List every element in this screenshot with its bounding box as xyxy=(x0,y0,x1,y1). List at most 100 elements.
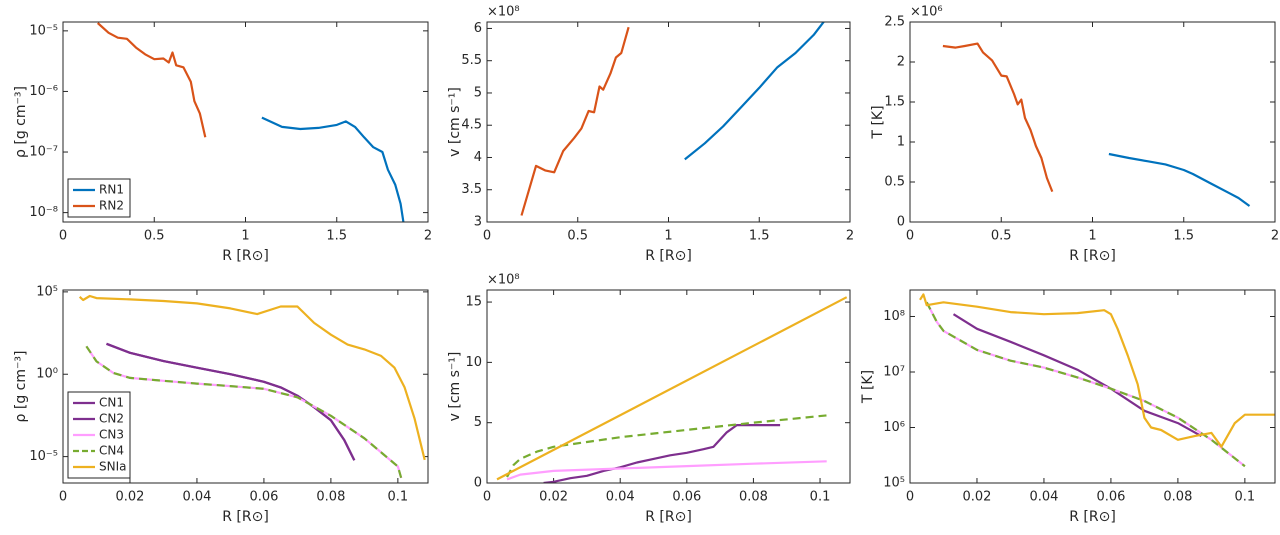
y-multiplier: ×10⁸ xyxy=(487,273,520,288)
axes: 0 0.02 0.04 0.06 0.08 0.1 10⁻⁵ 10⁰ 10⁵ R [R⊙] ρ [g… xyxy=(13,284,429,525)
y-tick-label: 6 xyxy=(474,21,482,36)
y-axis-label: v [cm s⁻¹] xyxy=(447,352,463,422)
axes-frame xyxy=(62,289,429,484)
legend-label: RN2 xyxy=(99,199,124,213)
x-tick-label: 0.06 xyxy=(672,490,701,505)
axes-frame xyxy=(486,289,851,484)
series-line xyxy=(952,313,1202,438)
y-tick-label: 10⁰ xyxy=(36,367,58,382)
x-tick-label: 0.06 xyxy=(249,490,278,505)
y-multiplier: ×10⁶ xyxy=(910,5,943,20)
axes: 0 0.5 1 1.5 2 0 0.5 1 1.5 2 2.5 ×10⁶ R [R⊙] T [K] xyxy=(870,5,1279,265)
axes: 0 0.5 1 1.5 2 3 3.5 4 4.5 5 5.5 6 ×10⁸ R [R⊙] v [cm s⁻… xyxy=(447,5,854,265)
x-tick-label: 0.06 xyxy=(1096,490,1125,505)
series-line xyxy=(261,116,405,222)
y-tick-label: 15 xyxy=(465,295,482,310)
x-tick-label: 0.1 xyxy=(388,490,409,505)
x-axis-label: R [R⊙] xyxy=(645,248,692,264)
x-tick-label: 0.5 xyxy=(144,229,165,244)
y-tick-label: 10 xyxy=(465,355,482,370)
y-tick-label: 5 xyxy=(474,85,482,100)
y-tick-label: 10⁻⁸ xyxy=(29,205,58,220)
axes: 0 0.02 0.04 0.06 0.08 0.1 10⁵ 10⁶ 10⁷ 10⁸ R [R⊙] T … xyxy=(860,289,1276,525)
y-axis-label: T [K] xyxy=(870,105,886,139)
x-tick-label: 0.04 xyxy=(182,490,211,505)
x-tick-label: 0.08 xyxy=(1163,490,1192,505)
y-tick-label: 10⁻⁶ xyxy=(29,84,58,99)
x-tick-label: 0.02 xyxy=(962,490,991,505)
y-axis-label: T [K] xyxy=(860,370,876,404)
y-tick-label: 4 xyxy=(474,150,482,165)
axes-frame xyxy=(486,21,851,223)
x-tick-label: 0.04 xyxy=(606,490,635,505)
y-tick-label: 1 xyxy=(897,135,905,150)
x-axis-label: R [R⊙] xyxy=(222,248,269,264)
legend-label: CN3 xyxy=(99,428,124,442)
x-tick-label: 0 xyxy=(483,490,491,505)
x-tick-label: 0.1 xyxy=(1235,490,1256,505)
x-axis-label: R [R⊙] xyxy=(645,509,692,525)
y-tick-label: 0 xyxy=(474,476,482,491)
legend-label: RN1 xyxy=(99,183,124,197)
x-tick-label: 0.5 xyxy=(991,229,1012,244)
x-tick-label: 1.5 xyxy=(749,229,770,244)
series-line xyxy=(106,342,356,461)
legend-box xyxy=(67,178,131,218)
series-line xyxy=(85,345,403,479)
x-tick-label: 0 xyxy=(906,490,914,505)
x-tick-label: 1.5 xyxy=(1173,229,1194,244)
y-tick-label: 10⁶ xyxy=(883,420,905,435)
legend-label: CN2 xyxy=(99,412,124,426)
y-tick-label: 10⁻⁷ xyxy=(29,145,58,160)
y-tick-label: 2 xyxy=(897,55,905,70)
y-tick-label: 3 xyxy=(474,215,482,230)
x-axis-label: R [R⊙] xyxy=(1069,509,1116,525)
series-line xyxy=(96,22,207,138)
x-tick-label: 0.02 xyxy=(539,490,568,505)
y-tick-label: 2.5 xyxy=(884,15,905,30)
axes-background xyxy=(487,22,850,222)
axes-frame xyxy=(62,21,429,223)
x-axis-label: R [R⊙] xyxy=(222,509,269,525)
y-axis-label: ρ [g cm⁻³] xyxy=(13,351,29,423)
y-tick-label: 10⁷ xyxy=(883,364,905,379)
x-tick-label: 1 xyxy=(664,229,672,244)
legend-label: CN4 xyxy=(99,444,124,458)
x-tick-label: 0 xyxy=(59,229,67,244)
x-tick-label: 0.04 xyxy=(1029,490,1058,505)
x-tick-label: 2 xyxy=(424,229,432,244)
y-tick-label: 10⁻⁵ xyxy=(29,23,58,38)
x-tick-label: 0 xyxy=(59,490,67,505)
y-tick-label: 0.5 xyxy=(884,175,905,190)
y-tick-label: 3.5 xyxy=(461,182,482,197)
y-tick-label: 10⁸ xyxy=(883,309,905,324)
x-tick-label: 0.08 xyxy=(316,490,345,505)
y-tick-label: 1.5 xyxy=(884,95,905,110)
y-tick-label: 4.5 xyxy=(461,118,482,133)
series-line xyxy=(1108,152,1251,207)
x-axis-label: R [R⊙] xyxy=(1069,248,1116,264)
legend: CN1 CN2 CN3 CN4 SNIa xyxy=(67,391,131,479)
y-tick-label: 10⁵ xyxy=(36,284,58,299)
axes-background xyxy=(487,290,850,483)
x-tick-label: 1.5 xyxy=(326,229,347,244)
series-line xyxy=(506,414,827,478)
axes-frame xyxy=(909,289,1276,484)
y-multiplier: ×10⁸ xyxy=(487,5,520,20)
series-line xyxy=(78,294,426,461)
y-tick-label: 5 xyxy=(474,415,482,430)
series-line xyxy=(520,26,630,216)
x-tick-label: 0 xyxy=(483,229,491,244)
axes: 0 0.02 0.04 0.06 0.08 0.1 0 5 10 15 ×10⁸ R [R⊙] v [c… xyxy=(447,273,851,525)
axes: 0 0.5 1 1.5 2 10⁻⁸ 10⁻⁷ 10⁻⁶ 10⁻⁵ R [R⊙] ρ [g cm⁻³… xyxy=(13,21,432,264)
legend-label: CN1 xyxy=(99,396,124,410)
series-line xyxy=(942,42,1054,193)
series-line xyxy=(496,296,848,481)
y-tick-label: 0 xyxy=(897,215,905,230)
series-line xyxy=(506,460,827,481)
y-tick-label: 10⁻⁵ xyxy=(29,449,58,464)
legend-label: SNIa xyxy=(99,460,127,474)
x-tick-label: 0 xyxy=(906,229,914,244)
